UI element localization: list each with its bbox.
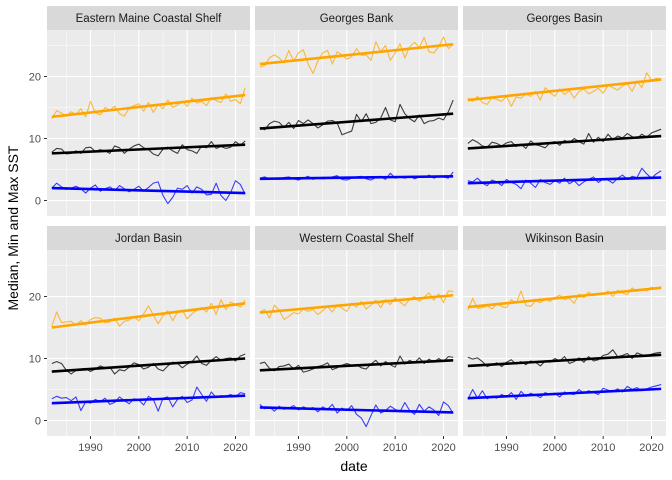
trend-line-median-jordan-basin (51, 357, 246, 373)
strip-eastern-maine-coastal-shelf (47, 6, 250, 30)
series-line-max-western-coastal-shelf (259, 290, 454, 320)
trend-line-max-eastern-maine-coastal-shelf (51, 93, 246, 119)
x-axis: 1990 2000 2010 2020 1990 2000 2010 2020 1990 2000… (78, 436, 664, 454)
trend-line-median-georges-bank (259, 112, 454, 130)
strip-label-georges-basin: Georges Basin (526, 13, 602, 25)
x-tick-label: 1990 (494, 442, 518, 454)
panel-jordan-basin: Jordan Basin (47, 226, 250, 436)
y-tick-label: 20 (29, 72, 41, 84)
panel-wikinson-basin: Wikinson Basin (463, 226, 666, 436)
panel-background (463, 250, 666, 436)
trend-line-median-western-coastal-shelf (259, 359, 454, 372)
trend-line-median-wikinson-basin (467, 353, 662, 368)
trend-line-median-georges-basin (467, 134, 662, 150)
y-tick-label: 0 (35, 196, 41, 208)
panel-background (463, 30, 666, 216)
panel-background (47, 30, 250, 216)
trend-line-max-wikinson-basin (467, 286, 662, 309)
trend-line-median-eastern-maine-coastal-shelf (51, 143, 246, 155)
strip-georges-basin (463, 6, 666, 30)
y-tick-label: 0 (35, 416, 41, 428)
x-tick-label: 2010 (383, 442, 407, 454)
trend-line-min-jordan-basin (51, 394, 246, 405)
series-line-max-georges-bank (259, 36, 454, 74)
series-line-min-eastern-maine-coastal-shelf (51, 180, 246, 205)
trend-line-max-jordan-basin (51, 302, 246, 329)
strip-georges-bank (255, 6, 458, 30)
series-line-min-western-coastal-shelf (259, 401, 454, 428)
y-axis: 0 10 20 0 10 20 (29, 72, 47, 428)
x-axis-title: date (340, 458, 367, 474)
trend-line-min-western-coastal-shelf (259, 406, 454, 414)
x-tick-label: 2020 (639, 442, 663, 454)
strip-label-georges-bank: Georges Bank (320, 13, 394, 25)
trend-line-max-georges-bank (259, 42, 454, 66)
trend-line-min-eastern-maine-coastal-shelf (51, 186, 246, 195)
x-tick-label: 2020 (223, 442, 247, 454)
strip-label-wikinson-basin: Wikinson Basin (525, 233, 604, 245)
y-axis-title: Median, Min and Max SST (5, 145, 21, 310)
series-line-min-jordan-basin (51, 386, 246, 412)
x-tick-label: 1990 (286, 442, 310, 454)
strip-western-coastal-shelf (255, 226, 458, 250)
panel-georges-basin: Georges Basin (463, 6, 666, 216)
strip-label-eastern-maine-coastal-shelf: Eastern Maine Coastal Shelf (76, 13, 223, 25)
strip-label-jordan-basin: Jordan Basin (115, 233, 182, 245)
y-tick-label: 10 (29, 354, 41, 366)
facet-panels: Eastern Maine Coastal Shelf Georges Bank G… (47, 6, 666, 436)
strip-jordan-basin (47, 226, 250, 250)
strip-label-western-coastal-shelf: Western Coastal Shelf (299, 233, 414, 245)
trend-line-max-western-coastal-shelf (259, 293, 454, 314)
y-tick-label: 10 (29, 134, 41, 146)
trend-line-min-georges-bank (259, 175, 454, 181)
x-tick-label: 2000 (543, 442, 567, 454)
panel-background (47, 250, 250, 436)
panel-georges-bank: Georges Bank (255, 6, 458, 216)
x-tick-label: 2010 (175, 442, 199, 454)
trend-line-min-georges-basin (467, 176, 662, 185)
strip-wikinson-basin (463, 226, 666, 250)
trend-line-min-wikinson-basin (467, 387, 662, 400)
x-tick-label: 2010 (591, 442, 615, 454)
y-tick-label: 20 (29, 292, 41, 304)
trend-line-max-georges-basin (467, 78, 662, 102)
series-line-max-wikinson-basin (467, 286, 662, 311)
panel-western-coastal-shelf: Western Coastal Shelf (255, 226, 458, 436)
x-tick-label: 1990 (78, 442, 102, 454)
panel-background (255, 250, 458, 436)
x-tick-label: 2020 (431, 442, 455, 454)
panel-eastern-maine-coastal-shelf: Eastern Maine Coastal Shelf (47, 6, 250, 216)
x-tick-label: 2000 (335, 442, 359, 454)
series-line-max-georges-basin (467, 72, 662, 107)
x-tick-label: 2000 (127, 442, 151, 454)
